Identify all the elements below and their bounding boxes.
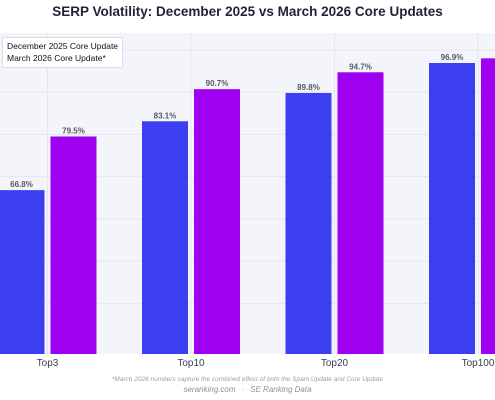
bar-value-label: 83.1% <box>154 111 177 120</box>
chart-credit: seranking.com · SE Ranking Data <box>0 385 495 394</box>
x-tick-label-top100: Top100 <box>462 358 495 369</box>
grid-lines <box>0 33 495 354</box>
x-tick-label-top10: Top10 <box>177 358 205 369</box>
x-tick-label-top20: Top20 <box>321 358 349 369</box>
bar-value-label: 96.9% <box>441 53 464 62</box>
bar-value-label: 89.8% <box>297 83 320 92</box>
x-tick-label-top3: Top3 <box>37 358 59 369</box>
bar-march-2026-top10[interactable] <box>194 89 240 355</box>
bar-march-2026-top3[interactable] <box>50 136 97 354</box>
bar-december-2025-top10[interactable] <box>142 121 188 355</box>
legend-item-december-2025[interactable]: December 2025 Core Update <box>7 41 119 51</box>
bar-value-label: 79.5% <box>62 126 85 135</box>
bar-value-labels: 66.8%79.5%83.1%90.7%89.8%94.7%96.9%9 <box>10 53 464 189</box>
bar-value-label: 66.8% <box>10 180 33 189</box>
bar-value-label: 90.7% <box>206 79 229 88</box>
chart-title: SERP Volatility: December 2025 vs March … <box>52 4 443 19</box>
bar-value-label: 94.7% <box>349 62 372 71</box>
x-tick-labels: Top3 Top10 Top20 Top100 <box>37 358 495 369</box>
credit-source: SE Ranking Data <box>250 385 312 394</box>
bar-march-2026-top100[interactable] <box>481 58 495 355</box>
credit-site: seranking.com <box>183 385 236 394</box>
bar-december-2025-top100[interactable] <box>429 62 475 354</box>
chart-footnote: *March 2026 numbers capture the combined… <box>111 376 384 383</box>
bar-december-2025-top3[interactable] <box>0 190 45 354</box>
credit-separator: · <box>241 385 245 394</box>
bar-december-2025-top20[interactable] <box>285 92 332 354</box>
chart-legend[interactable]: December 2025 Core Update March 2026 Cor… <box>2 37 124 68</box>
bars <box>0 58 495 355</box>
bar-march-2026-top20[interactable] <box>337 72 384 354</box>
legend-item-march-2026[interactable]: March 2026 Core Update* <box>7 53 106 63</box>
